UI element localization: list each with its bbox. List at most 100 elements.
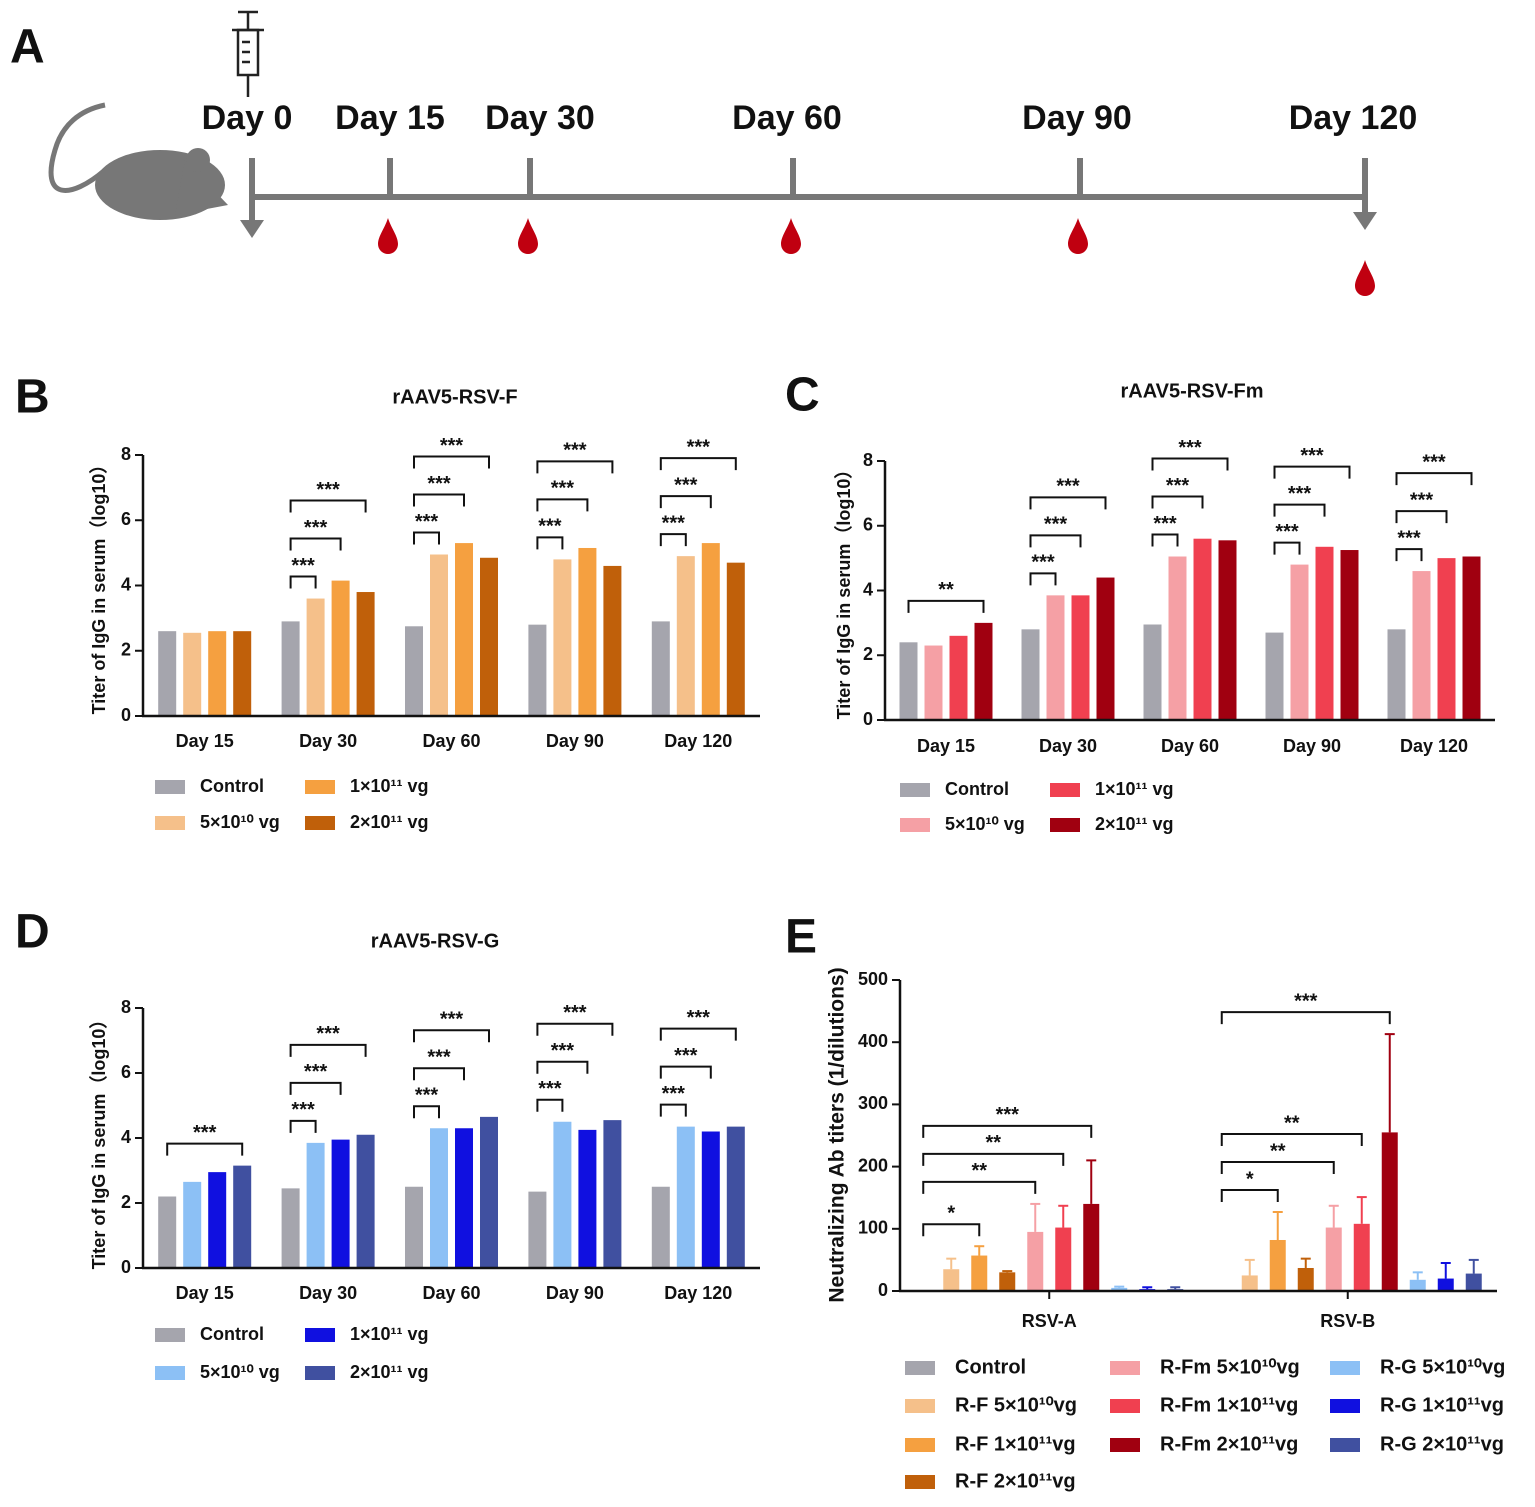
error-bar [1114, 1285, 1125, 1288]
significance-bracket [1395, 510, 1448, 524]
legend-label: 2×10¹¹ vg [1095, 814, 1174, 834]
bar [183, 632, 202, 716]
bar [480, 1116, 498, 1268]
legend-swatch [900, 783, 930, 797]
legend-label: R-G 1×10¹¹vg [1380, 1394, 1504, 1416]
bar [480, 557, 498, 716]
bar [281, 1188, 300, 1268]
significance-bracket [1029, 572, 1057, 586]
day-label: Day 30 [485, 99, 595, 137]
bar [405, 1186, 423, 1268]
chart-title: rAAV5-RSV-Fm [1121, 380, 1264, 402]
significance-label: *** [1422, 451, 1446, 473]
significance-label: ** [1284, 1112, 1300, 1134]
panel-label: D [15, 906, 50, 959]
bar [971, 1255, 988, 1291]
significance-label: *** [440, 1009, 464, 1031]
bar [1387, 629, 1406, 720]
significance-bracket [1029, 496, 1107, 510]
bar [553, 1121, 572, 1268]
legend-swatch [905, 1361, 935, 1375]
bar [331, 580, 350, 716]
error-bar [1328, 1204, 1339, 1228]
legend-label: R-Fm 5×10¹⁰vg [1160, 1356, 1300, 1378]
chart-title: rAAV5-RSV-F [392, 386, 517, 408]
significance-bracket [289, 499, 367, 513]
x-tick-label: Day 120 [1400, 736, 1468, 756]
day-label: Day 0 [202, 99, 293, 137]
error-bar [1356, 1196, 1367, 1224]
significance-bracket [1273, 541, 1301, 555]
syringe-icon [232, 10, 264, 97]
significance-bracket [659, 1065, 712, 1079]
error-bar [1300, 1257, 1311, 1268]
significance-bracket [166, 1142, 244, 1156]
significance-bracket [536, 460, 614, 474]
bar [233, 631, 252, 716]
mouse-icon [48, 102, 228, 220]
significance-label: *** [415, 1085, 439, 1107]
legend-label: R-F 5×10¹⁰vg [955, 1394, 1077, 1416]
significance-bracket [413, 455, 490, 469]
significance-label: *** [415, 511, 439, 533]
significance-label: *** [551, 1040, 575, 1062]
legend-swatch [1330, 1399, 1360, 1413]
legend-label: Control [200, 776, 264, 796]
error-bar [1468, 1258, 1479, 1274]
x-tick-label: Day 60 [422, 731, 480, 751]
significance-label: *** [538, 1078, 562, 1100]
blood-drop [1068, 218, 1088, 254]
legend-label: 5×10¹⁰ vg [200, 1362, 280, 1382]
significance-bracket [289, 575, 317, 589]
legend-label: 5×10¹⁰ vg [200, 812, 280, 832]
bar [1055, 1227, 1072, 1291]
blood-drop [518, 218, 538, 254]
significance-bracket [413, 531, 440, 545]
legend-swatch [1110, 1361, 1140, 1375]
legend-label: 1×10¹¹ vg [350, 776, 429, 796]
significance-label: *** [1153, 513, 1177, 535]
bar [1315, 546, 1334, 720]
error-bar [1272, 1211, 1283, 1240]
bar [651, 1186, 670, 1268]
significance-label: *** [674, 474, 698, 496]
error-bar [1244, 1258, 1255, 1276]
error-bar [1030, 1202, 1041, 1232]
bar [701, 1131, 720, 1268]
significance-label: *** [687, 436, 711, 458]
x-tick-label: Day 90 [546, 731, 604, 751]
y-tick-label: 0 [121, 705, 131, 725]
y-tick-label: 6 [863, 515, 873, 535]
y-tick-label: 6 [121, 509, 131, 529]
significance-bracket [659, 1103, 687, 1117]
significance-label: *** [304, 1061, 328, 1083]
significance-bracket [536, 1022, 614, 1036]
significance-bracket [289, 1043, 367, 1057]
legend-swatch [155, 780, 185, 794]
y-axis-label: Neutralizing Ab titers (1/dilutions) [826, 967, 849, 1302]
arrow-head [240, 220, 264, 238]
significance-bracket [659, 457, 737, 471]
significance-label: * [1246, 1168, 1254, 1190]
panel-label: E [785, 911, 817, 964]
x-tick-label: Day 15 [917, 736, 975, 756]
legend-label: Control [945, 779, 1009, 799]
significance-label: *** [538, 516, 562, 538]
y-tick-label: 2 [121, 1192, 131, 1212]
legend-label: R-G 5×10¹⁰vg [1380, 1356, 1505, 1378]
error-bar [1058, 1204, 1069, 1228]
x-tick-label: Day 15 [176, 731, 234, 751]
significance-bracket [289, 1119, 317, 1133]
bar [1381, 1132, 1398, 1291]
significance-label: *** [1294, 990, 1318, 1012]
x-tick-label: Day 60 [422, 1283, 480, 1303]
bar [430, 1128, 448, 1268]
significance-bracket [1151, 495, 1204, 509]
legend-swatch [305, 816, 335, 830]
bar [356, 1134, 375, 1268]
significance-bracket [1273, 503, 1326, 517]
day-label: Day 15 [335, 99, 445, 137]
x-tick-label: Day 120 [664, 731, 732, 751]
significance-bracket [907, 599, 985, 613]
